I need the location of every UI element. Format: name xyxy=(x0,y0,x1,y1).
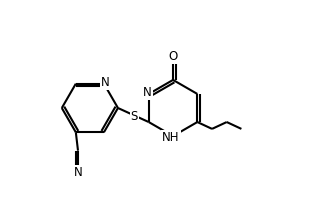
Text: O: O xyxy=(169,50,178,63)
Text: N: N xyxy=(74,166,82,179)
Text: S: S xyxy=(131,110,138,123)
Text: N: N xyxy=(143,86,152,99)
Text: N: N xyxy=(100,76,109,89)
Text: NH: NH xyxy=(162,131,180,144)
